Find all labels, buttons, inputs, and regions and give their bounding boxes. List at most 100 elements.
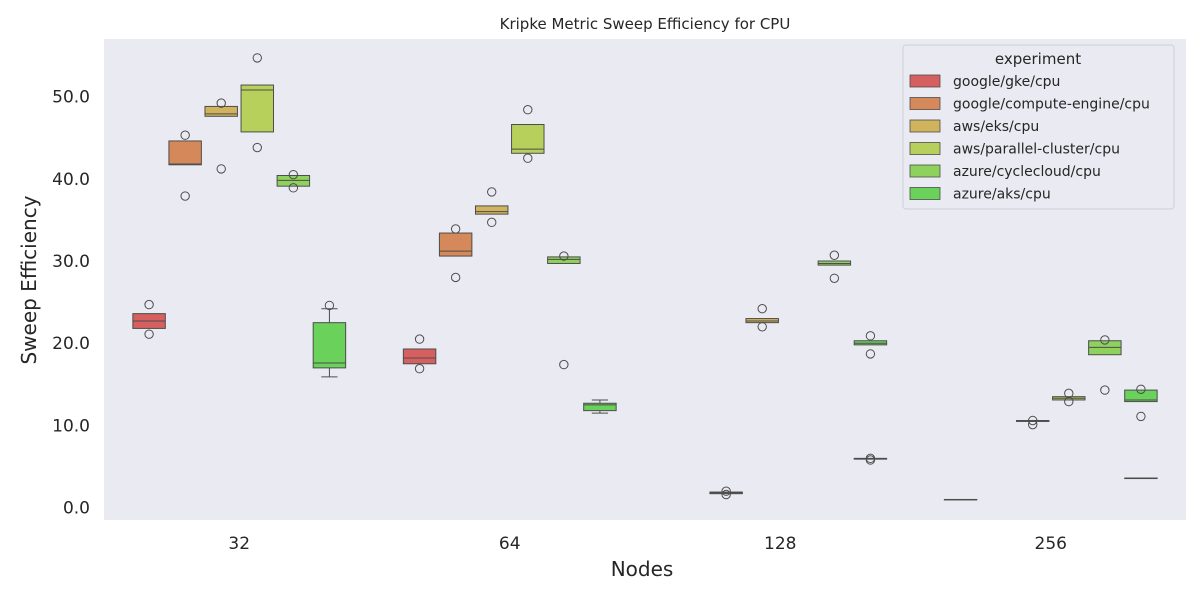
y-tick-label: 50.0 xyxy=(52,88,90,108)
legend-items: google/gke/cpu google/compute-engine/cpu a… xyxy=(909,74,1150,203)
box-flier xyxy=(144,329,154,339)
box-iqr xyxy=(1124,389,1158,403)
box-flier xyxy=(288,169,299,180)
box-flier xyxy=(487,217,497,228)
box-group xyxy=(1088,335,1122,395)
box-flier xyxy=(487,187,497,197)
box-group xyxy=(853,331,888,359)
box-group xyxy=(817,250,852,283)
box-iqr xyxy=(402,348,437,365)
x-tick-label: 64 xyxy=(499,534,521,554)
box-flier xyxy=(450,224,461,234)
box-group xyxy=(276,169,311,193)
box-flier xyxy=(865,349,876,359)
chart-title: Kripke Metric Sweep Efficiency for CPU xyxy=(500,15,791,33)
box-group xyxy=(168,130,202,201)
x-axis-label: Nodes xyxy=(611,557,674,581)
box-flier xyxy=(829,273,840,283)
box-flier xyxy=(180,191,190,201)
box-flier xyxy=(757,303,767,314)
box-flier xyxy=(1064,396,1074,407)
box-flier xyxy=(1028,419,1038,430)
y-tick-label: 40.0 xyxy=(52,170,90,190)
box-iqr xyxy=(204,105,238,117)
box-flier xyxy=(865,455,876,465)
box-group xyxy=(132,299,166,339)
box-flier xyxy=(523,105,533,115)
box-group xyxy=(1015,415,1050,430)
legend-label: aws/parallel-cluster/cpu xyxy=(953,142,1120,158)
y-tick-label: 20.0 xyxy=(52,334,90,354)
box-group xyxy=(1124,384,1158,422)
box-group xyxy=(943,498,978,501)
legend-label: azure/aks/cpu xyxy=(953,187,1051,203)
legend-label: azure/cyclecloud/cpu xyxy=(953,164,1101,180)
box-flier xyxy=(1136,384,1146,394)
box-group xyxy=(547,251,581,370)
legend-label: google/compute-engine/cpu xyxy=(953,97,1150,113)
legend-swatch xyxy=(909,164,941,178)
box-flier xyxy=(252,142,262,153)
box-flier xyxy=(559,251,569,261)
box-iqr xyxy=(583,402,617,412)
box-iqr xyxy=(240,84,275,133)
legend-swatch xyxy=(909,187,941,200)
box-group xyxy=(204,98,238,174)
box-flier xyxy=(757,322,767,332)
box-flier xyxy=(450,272,461,283)
box-group xyxy=(511,105,545,163)
box-flier xyxy=(144,299,154,310)
box-group xyxy=(709,486,743,500)
box-iqr xyxy=(168,140,202,166)
box-flier xyxy=(1100,335,1110,345)
legend-swatch xyxy=(909,97,941,110)
box-flier xyxy=(865,331,876,341)
box-flier xyxy=(523,153,533,163)
box-flier xyxy=(414,364,425,374)
boxes-layer xyxy=(132,53,1158,501)
legend-swatch xyxy=(909,142,941,155)
y-axis-label: Sweep Efficiency xyxy=(17,195,41,364)
box-iqr xyxy=(511,124,545,154)
y-axis: 0.0 10.0 20.0 30.0 40.0 50.0 xyxy=(52,88,90,519)
y-tick-label: 10.0 xyxy=(52,416,90,436)
box-flier xyxy=(414,334,425,344)
box-flier xyxy=(721,489,731,500)
box-flier xyxy=(180,130,190,140)
box-flier xyxy=(1100,385,1110,395)
legend: experiment google/gke/cpu google/compute-… xyxy=(902,44,1175,210)
box-flier xyxy=(1136,411,1146,422)
box-flier xyxy=(1028,415,1038,426)
box-flier xyxy=(252,53,262,63)
legend-label: aws/eks/cpu xyxy=(953,119,1039,135)
box-group xyxy=(402,334,437,374)
legend-frame xyxy=(902,44,1175,210)
box-flier xyxy=(216,164,226,174)
box-flier xyxy=(216,98,226,108)
legend-title: experiment xyxy=(995,50,1081,68)
box-flier xyxy=(324,300,335,311)
legend-label: google/gke/cpu xyxy=(953,74,1060,90)
x-axis: 32 64 128 256 xyxy=(228,534,1067,554)
box-group xyxy=(474,187,509,228)
box-iqr xyxy=(474,205,509,215)
box-group xyxy=(312,300,347,378)
box-group xyxy=(745,303,779,332)
box-iqr xyxy=(438,232,473,257)
legend-swatch xyxy=(909,119,941,133)
box-flier xyxy=(829,250,840,260)
legend-swatch xyxy=(909,74,941,88)
box-iqr xyxy=(312,322,347,369)
box-flier xyxy=(288,183,299,193)
box-group xyxy=(853,453,888,465)
box-group xyxy=(583,399,617,414)
box-group xyxy=(1052,388,1086,407)
box-flier xyxy=(721,486,731,496)
box-flier xyxy=(559,359,569,370)
box-group xyxy=(1124,477,1158,480)
x-tick-label: 256 xyxy=(1035,534,1067,554)
box-group xyxy=(438,224,473,283)
x-tick-label: 32 xyxy=(228,534,250,554)
box-group xyxy=(240,53,275,153)
